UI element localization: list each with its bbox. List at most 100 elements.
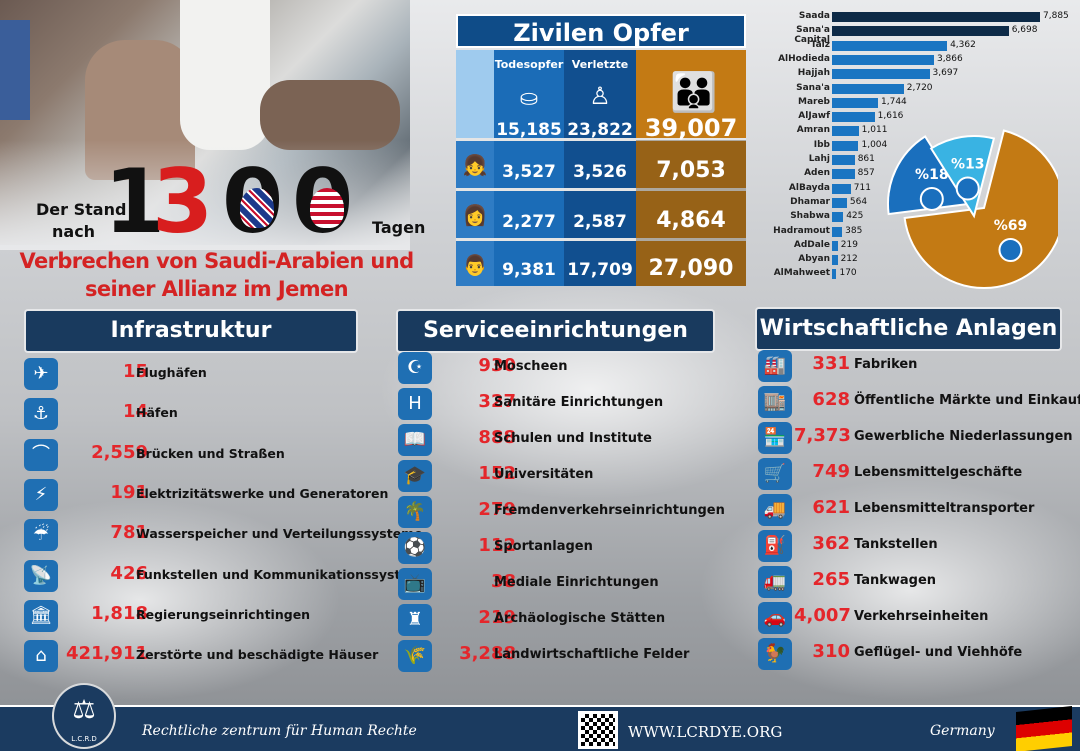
infrastructure-label: Funkstellen und Kommunikationssysteme — [136, 566, 431, 582]
airplane-icon: ✈ — [24, 358, 58, 390]
power-tower-icon: ⚡ — [24, 478, 58, 511]
economy-value: 4,007 — [794, 605, 851, 626]
bar-value-label: 4,362 — [950, 39, 976, 50]
total-total: 39,007 — [644, 114, 738, 142]
scales-logo-icon: ⚖ — [52, 683, 116, 749]
economy-value: 7,373 — [794, 425, 851, 446]
prefix-top: Der Stand — [36, 200, 127, 219]
pie-slice-label: %13 — [951, 156, 985, 172]
bar — [832, 155, 855, 165]
economy-value: 331 — [812, 353, 850, 374]
car-icon: 🚗 — [758, 602, 792, 634]
bar — [832, 54, 934, 65]
services-item: 📖 888 Schulen und Institute — [398, 424, 708, 460]
economy-item: 🏭 331 Fabriken — [758, 350, 1068, 386]
deaths-icon: ⛀ — [519, 86, 539, 111]
total-injured: 23,822 — [567, 120, 633, 140]
logo-text: L.C.R.D — [71, 735, 97, 743]
services-item: 🌴 279 Fremdenverkehrseinrichtungen — [398, 496, 725, 532]
headline-line-2: seiner Allianz im Jemen — [84, 277, 349, 301]
women-total: 4,864 — [656, 208, 726, 233]
truck-icon: 🚚 — [758, 494, 792, 526]
services-label: Moscheen — [494, 359, 568, 374]
country-label: Germany — [930, 723, 995, 739]
bar-value-label: 219 — [840, 239, 858, 250]
bar — [832, 183, 851, 194]
women-row-icon: 👩 — [456, 188, 494, 238]
day-digit-2: 3 — [152, 150, 213, 253]
economy-label: Geflügel- und Viehhöfe — [854, 645, 1023, 660]
bar-value-label: 1,011 — [861, 125, 888, 136]
bar — [832, 212, 844, 223]
infrastructure-item: ⚓ 14 Häfen — [24, 398, 364, 434]
services-value: 888 — [478, 427, 516, 448]
infrastructure-value: 191 — [110, 481, 148, 503]
children-injured: 3,526 — [573, 162, 627, 182]
house-icon: ⌂ — [24, 640, 58, 673]
services-label: Archäologische Stätten — [494, 611, 666, 626]
casualties-title: Zivilen Opfer — [456, 14, 746, 48]
services-value: 279 — [478, 499, 516, 520]
bar-value-label: 2,720 — [906, 82, 933, 93]
bar — [832, 197, 847, 208]
section-services-title: Serviceeinrichtungen — [398, 311, 713, 351]
bar — [832, 112, 875, 123]
wheat-icon: 🌾 — [398, 640, 432, 672]
uk-flag-bomb-icon — [240, 188, 274, 228]
bar-category-label: Ibb — [813, 139, 830, 150]
tv-icon: 📺 — [398, 568, 432, 600]
governorate-bar-chart: Saada 7,885 Sana'a Capital 6,698 Taiz 4,362 Al… — [760, 8, 1080, 298]
economy-label: Lebensmitteltransporter — [854, 501, 1035, 516]
bar-category-label: AlJawf — [798, 111, 830, 122]
bar — [832, 69, 930, 80]
economy-item: 🛒 749 Lebensmittelgeschäfte — [758, 458, 1068, 494]
children-total: 7,053 — [656, 158, 726, 183]
services-item: H 327 Sanitäre Einrichtungen — [398, 388, 708, 424]
infrastructure-value: 2,559 — [91, 441, 148, 463]
economy-item: ⛽ 362 Tankstellen — [758, 530, 1068, 566]
bar-category-label: Mareb — [797, 96, 830, 107]
bar-category-label: Aden — [804, 168, 830, 179]
website-link[interactable]: WWW.LCRDYE.ORG — [628, 723, 783, 741]
infrastructure-label: Flughäfen — [136, 365, 207, 380]
bar-value-label: 6,698 — [1011, 25, 1038, 36]
infrastructure-label: Regierungseinrichtingen — [136, 606, 311, 622]
services-label: Sportanlagen — [494, 539, 593, 554]
infrastructure-label: Wasserspeicher und Verteilungssysteme — [136, 526, 423, 542]
bar-value-label: 3,866 — [936, 53, 963, 64]
injured-icon: ♙ — [589, 82, 611, 110]
pie-slice-label: %18 — [915, 167, 949, 183]
factory-icon: 🏭 — [758, 350, 792, 382]
infrastructure-item: ☔ 781 Wasserspeicher und Verteilungssystem… — [24, 519, 423, 555]
bar-category-label: Lahj — [808, 154, 830, 164]
bar — [832, 255, 838, 266]
economy-label: Tankstellen — [854, 537, 938, 552]
bar-value-label: 212 — [840, 254, 858, 265]
bar-category-label: Saada — [798, 11, 830, 21]
economy-label: Öffentliche Märkte und Einkaufszentren — [854, 393, 1080, 408]
men-deaths: 9,381 — [502, 260, 556, 280]
satellite-dish-icon: 📡 — [24, 559, 58, 592]
children-deaths: 3,527 — [502, 162, 556, 182]
family-icon: 👪 — [670, 70, 717, 114]
economy-item: 🏬 628 Öffentliche Märkte und Einkaufszentr… — [758, 386, 1080, 422]
economy-value: 265 — [812, 569, 850, 590]
prefix-bottom: nach — [52, 222, 96, 241]
footer: ⚖ L.C.R.D Rechtliche zentrum für Human R… — [0, 683, 1080, 751]
section-infrastructure-title: Infrastruktur — [26, 311, 356, 351]
infrastructure-label: Zerstörte und beschädigte Häuser — [136, 647, 379, 663]
economy-label: Gewerbliche Niederlassungen — [854, 429, 1073, 444]
economy-item: 🚛 265 Tankwagen — [758, 566, 1068, 602]
bar-category-label: Hajjah — [797, 68, 830, 79]
col-deaths-header: Todesopfer — [494, 58, 564, 71]
services-value: 327 — [478, 391, 516, 412]
casualties-table: Zivilen Opfer Todesopfer Verletzte ⛀ ♙ 👪… — [456, 14, 746, 286]
anchor-icon: ⚓ — [24, 398, 58, 431]
economy-value: 628 — [812, 389, 850, 410]
bar-value-label: 425 — [846, 211, 864, 222]
government-building-icon: 🏛 — [24, 599, 58, 632]
bar-category-label: Sana'a Capital — [794, 25, 830, 46]
infrastructure-value: 14 — [122, 401, 148, 423]
bar — [832, 12, 1040, 22]
economy-label: Tankwagen — [854, 573, 937, 588]
